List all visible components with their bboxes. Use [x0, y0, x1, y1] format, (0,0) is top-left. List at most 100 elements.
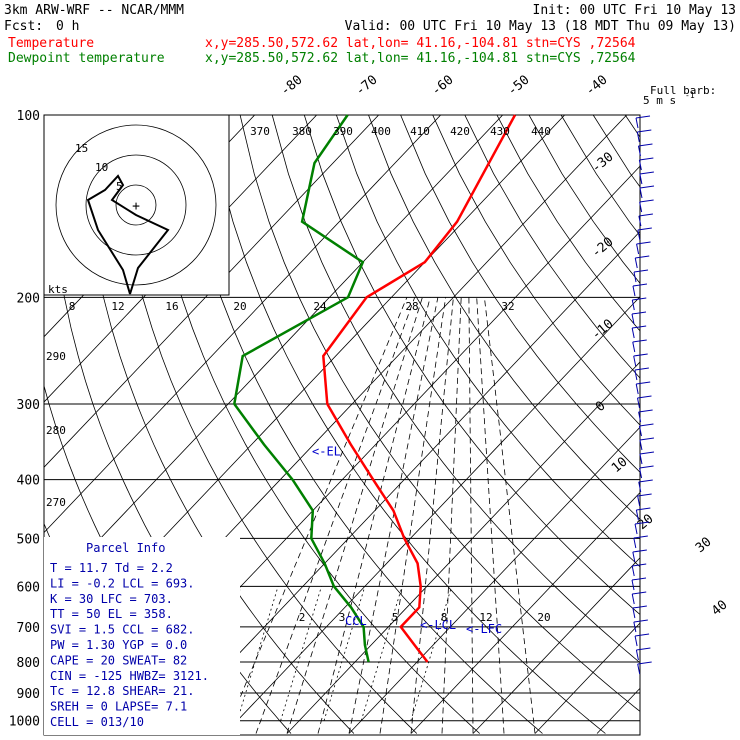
wind-barb-flag — [639, 453, 643, 465]
parcel-rows: T = 11.7 Td = 2.2LI = -0.2 LCL = 693. K =… — [50, 561, 209, 729]
wind-barb-flag — [635, 383, 639, 395]
mixing-ratio-label-20: 20 — [537, 611, 550, 624]
speed-tick-20: 20 — [233, 300, 246, 313]
parcel-row: T = 11.7 Td = 2.2 — [50, 561, 173, 575]
dry-adiabat-330 — [239, 115, 640, 712]
speed-tick-24: 24 — [313, 300, 327, 313]
wind-barb — [632, 549, 647, 553]
isobar-label-300: 300 — [17, 398, 40, 413]
wind-barb — [638, 479, 653, 483]
hodo-ring-5 — [115, 184, 157, 226]
dry-adiabat-440 — [592, 115, 640, 188]
isobar-label-400: 400 — [17, 474, 40, 489]
theta-label-290: 290 — [46, 350, 66, 363]
wind-barb — [635, 633, 650, 637]
isotherm-30 — [472, 557, 640, 734]
moist-adiabat-25 — [441, 297, 462, 734]
dry-adiabat-420 — [528, 115, 640, 284]
isotherm-label--20: -20 — [589, 234, 617, 261]
isobar-label-500: 500 — [17, 532, 40, 547]
wind-barb — [639, 423, 654, 427]
wind-barb — [639, 451, 655, 455]
wind-barb — [637, 661, 652, 665]
moist-adiabat-15 — [379, 297, 447, 734]
wind-barb — [636, 381, 651, 385]
isobar-label-700: 700 — [17, 621, 40, 636]
wind-barb-flag — [635, 509, 639, 521]
moist-adiabat-5 — [317, 297, 431, 734]
wind-barb — [631, 577, 647, 581]
wind-barb-flag — [638, 159, 642, 171]
parcel-row: CIN = -125 HWBZ= 3121. — [50, 669, 209, 683]
dry-adiabat-370 — [368, 115, 640, 520]
parcel-row: CAPE = 20 SWEAT= 82 — [50, 653, 187, 667]
isotherm--60 — [44, 115, 504, 599]
moist-adiabat-0 — [286, 297, 423, 734]
moist-adiabat--5 — [255, 297, 416, 734]
wind-barb — [637, 493, 652, 497]
wind-barb — [632, 339, 647, 343]
speed-ticks: 8 12 16 20 24 28 32 — [69, 300, 515, 313]
wind-barb-flag — [636, 131, 640, 143]
dry-adiabat-460 — [657, 115, 740, 734]
parcel-row: SVI = 1.5 CCL = 682. — [50, 623, 195, 637]
wind-barb-flag — [635, 649, 639, 661]
wind-barb — [632, 605, 647, 609]
legend-temp-name: Temperature — [8, 36, 94, 51]
isotherm-label-10: 10 — [609, 455, 631, 477]
theta-label-440: 440 — [531, 125, 551, 138]
wind-barb-flag — [633, 537, 637, 549]
wind-barb-flag — [638, 481, 642, 493]
parcel-info-box: Parcel Info T = 11.7 Td = 2.2LI = -0.2 L… — [44, 537, 240, 735]
wind-barb — [634, 521, 650, 525]
theta-label-410: 410 — [410, 125, 430, 138]
theta-label-430: 430 — [490, 125, 510, 138]
wind-barb — [636, 647, 651, 651]
wind-barb — [637, 227, 652, 231]
dry-adiabat-380 — [400, 115, 640, 473]
isotherm-label--50: -50 — [505, 72, 533, 99]
wind-barb-flag — [633, 621, 637, 633]
wind-barb — [631, 311, 647, 315]
isobar-label-900: 900 — [17, 687, 40, 702]
speed-tick-16: 16 — [165, 300, 178, 313]
parcel-row: Tc = 12.8 SHEAR= 21. — [50, 684, 195, 698]
wind-barb — [636, 507, 651, 511]
parcel-row: SREH = 0 LAPSE= 7.1 — [50, 700, 187, 714]
speed-tick-12: 12 — [111, 300, 124, 313]
wind-barb-flag — [636, 243, 640, 255]
mixing-ratio-label-3: 3 — [339, 611, 346, 624]
isobar-label-100: 100 — [17, 109, 40, 124]
isotherm-label-40: 40 — [709, 598, 731, 620]
isotherm-label--80: -80 — [278, 72, 306, 99]
theta-label-420: 420 — [450, 125, 470, 138]
hodo-ring-label-15: 15 — [75, 142, 88, 155]
wind-barb-flag — [632, 341, 636, 353]
mixing-ratio-label-5: 5 — [392, 611, 399, 624]
model-title: 3km ARW-WRF -- NCAR/MMM — [4, 3, 184, 18]
isotherm-label--70: -70 — [353, 72, 381, 99]
legend-dew-info: x,y=285.50,572.62 lat,lon= 41.16,-104.81… — [205, 51, 636, 66]
wind-barb — [632, 591, 647, 595]
wind-barb — [638, 409, 653, 413]
wind-barbs — [631, 115, 655, 675]
wind-barb-flag — [637, 663, 641, 675]
isobar-label-600: 600 — [17, 580, 40, 595]
wind-barb-column: Full barb: 5 m s -1 — [631, 84, 716, 735]
barb-legend-line1: Full barb: — [650, 84, 716, 97]
speed-tick-8: 8 — [69, 300, 76, 313]
wind-barb-flag — [632, 607, 636, 619]
isotherm--80 — [44, 115, 380, 468]
dry-adiabat-300 — [143, 115, 480, 734]
dry-adiabat-310 — [175, 115, 543, 734]
wind-barb-flag — [637, 229, 641, 241]
barb-legend-sup: -1 — [685, 91, 695, 100]
speed-tick-32: 32 — [501, 300, 514, 313]
wind-barb — [635, 115, 651, 119]
level-mark-lcl: <-LCL — [420, 618, 456, 632]
series-dewpoint-line — [232, 114, 370, 663]
isobar-label-1000: 1000 — [9, 715, 40, 730]
isotherm-label--60: -60 — [429, 72, 457, 99]
mixing-ratio-label-2: 2 — [299, 611, 306, 624]
hodo-ring-15 — [55, 124, 217, 286]
